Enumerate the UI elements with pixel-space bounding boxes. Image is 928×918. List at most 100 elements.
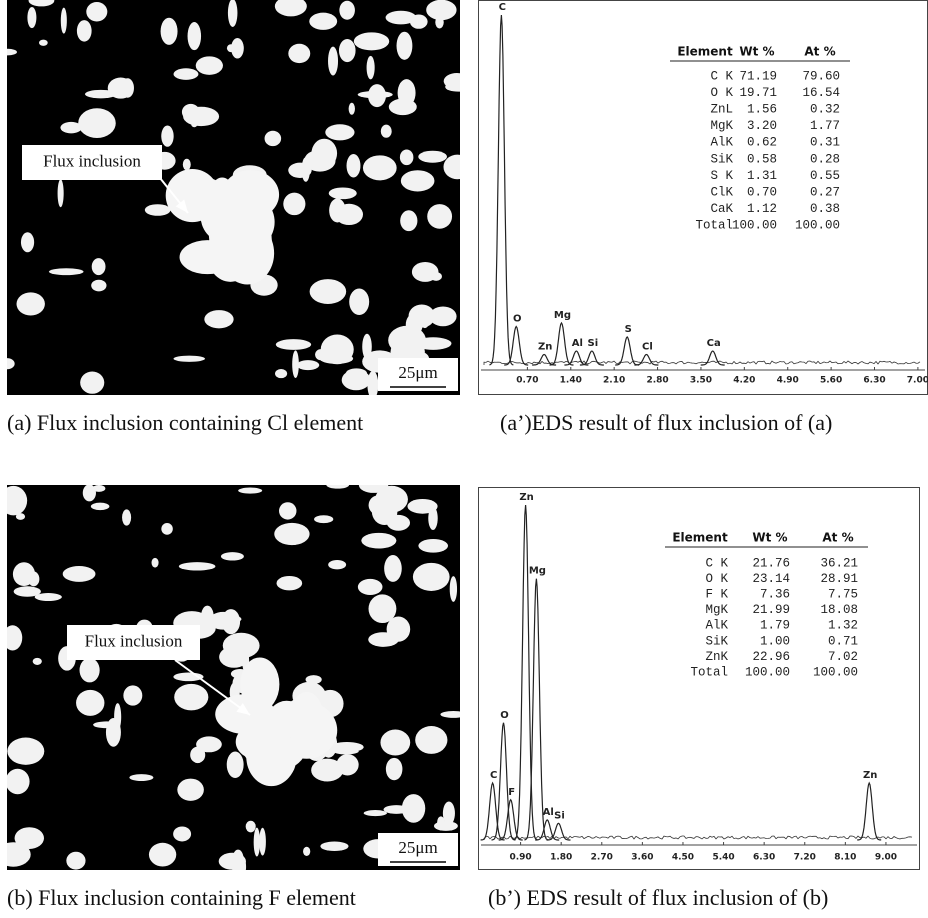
phase-blob [0,358,15,369]
table-cell: 1.56 [747,102,777,116]
phase-blob [288,44,310,63]
phase-blob [27,7,36,28]
table-cell: 21.76 [752,556,790,570]
table-cell: CaK [710,202,733,216]
phase-blob [35,593,62,601]
inclusion-label: Flux inclusion [85,631,183,650]
inclusion-blob [246,727,296,786]
phase-blob [415,726,447,754]
phase-blob [364,810,387,816]
phase-blob [61,8,67,34]
phase-blob [386,11,417,25]
phase-blob [418,151,447,163]
phase-blob [17,292,45,315]
peak-label: Ca [707,338,721,349]
phase-blob [326,481,349,488]
inclusion-blob [223,234,256,265]
phase-blob [7,738,44,765]
phase-blob [443,801,455,825]
phase-blob [402,794,425,823]
table-cell: 16.54 [802,86,840,100]
phase-blob [174,356,205,362]
phase-blob [219,853,246,870]
caption: (b) Flux inclusion containing F element [7,885,356,910]
panel: (b’) EDS result of flux inclusion of (b)… [479,488,920,911]
table-cell: O K [710,86,733,100]
peak-label: Cl [642,342,653,353]
table-cell: 21.99 [752,603,790,617]
phase-blob [91,503,110,510]
phase-blob [0,486,27,516]
phase-blob [320,353,353,364]
table-header: At % [804,45,835,59]
peak-label: O [513,314,522,325]
phase-blob [339,39,356,62]
peak-label: O [500,710,509,721]
phase-blob [335,204,363,225]
table-cell: 0.62 [747,136,777,150]
peak-label: C [490,770,497,781]
phase-blob [76,690,104,716]
phase-blob [311,759,343,782]
phase-blob [83,484,96,501]
phase-blob [182,104,200,120]
table-cell: ZnK [705,650,728,664]
peak-label: Zn [863,770,877,781]
table-cell: F K [705,587,728,601]
phase-blob [49,268,84,275]
phase-blob [277,576,303,590]
phase-blob [21,232,34,252]
phase-blob [279,502,296,519]
x-tick-label: 4.50 [672,853,694,863]
phase-blob [428,507,437,530]
table-cell: SiK [705,634,728,648]
x-tick-label: 4.20 [733,376,755,386]
phase-blob [108,78,134,99]
table-cell: 3.20 [747,119,777,133]
table-cell: ZnL [710,102,733,116]
phase-blob [311,139,337,168]
table-header: Wt % [739,45,774,59]
table-cell: 100.00 [745,665,790,679]
table-cell: Total [690,665,728,679]
table-header: Wt % [752,531,787,545]
peak-label: Mg [529,566,546,577]
table-cell: S K [710,169,733,183]
phase-blob [309,13,337,30]
phase-blob [342,370,371,390]
phase-blob [196,736,222,752]
table-cell: 1.31 [747,169,777,183]
phase-blob [443,155,471,180]
table-cell: ClK [710,185,733,199]
phase-blob [387,515,410,531]
peak-label: Zn [519,492,533,503]
x-tick-label: 5.40 [712,853,734,863]
phase-blob [400,149,414,165]
phase-blob [78,108,116,138]
table-cell: Total [695,219,733,233]
table-cell: 1.77 [810,119,840,133]
table-cell: 0.71 [828,634,858,648]
phase-blob [145,204,171,216]
table-cell: 1.79 [760,619,790,633]
phase-blob [314,515,333,523]
panel: (a’)EDS result of flux inclusion of (a)0… [479,1,928,436]
peak-label: F [508,787,515,798]
phase-blob [361,533,396,549]
table-cell: 1.00 [760,634,790,648]
peak-label: Mg [554,310,571,321]
phase-blob [228,0,238,27]
phase-blob [174,68,199,80]
figure: (a) Flux inclusion containing Cl element… [0,0,928,918]
table-cell: 7.75 [828,587,858,601]
table-cell: 79.60 [802,69,840,83]
phase-blob [63,566,96,582]
peak-label: Si [588,338,599,349]
phase-blob [173,826,191,841]
x-tick-label: 8.10 [834,853,856,863]
phase-blob [265,131,282,146]
phase-blob [3,625,22,650]
table-cell: 71.19 [739,69,777,83]
x-tick-label: 2.80 [646,376,668,386]
peak-label: S [625,324,632,335]
